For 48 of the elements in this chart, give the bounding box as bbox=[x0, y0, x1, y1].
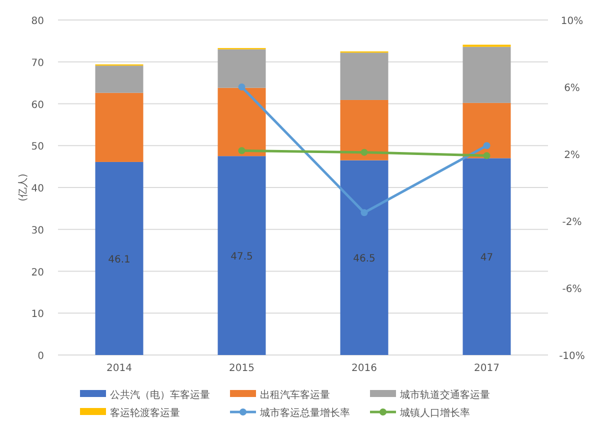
bar bbox=[340, 100, 388, 160]
bar bbox=[95, 66, 144, 93]
y2-tick-label: 10% bbox=[560, 16, 584, 27]
y2-tick-label: 6% bbox=[564, 83, 580, 94]
bar bbox=[462, 46, 511, 103]
bar bbox=[340, 160, 388, 355]
y-axis-title: (亿人) bbox=[18, 174, 29, 202]
data-label: 47 bbox=[480, 252, 494, 264]
x-tick-label: 2015 bbox=[229, 363, 254, 374]
bar bbox=[462, 102, 511, 158]
y-tick-label: 40 bbox=[31, 184, 44, 194]
x-tick-label: 2016 bbox=[352, 363, 377, 374]
point bbox=[360, 209, 368, 216]
y-tick-label: 20 bbox=[31, 267, 44, 278]
data-label: 47.5 bbox=[230, 252, 253, 263]
data-label: 46.1 bbox=[108, 254, 130, 266]
y2-tick-label: -10% bbox=[559, 351, 585, 362]
point bbox=[238, 147, 246, 154]
y-tick-label: 30 bbox=[31, 225, 44, 236]
bar bbox=[218, 156, 266, 355]
bar bbox=[95, 162, 144, 355]
y-tick-label: 80 bbox=[31, 16, 44, 27]
legend-label: 城镇人口增长率 bbox=[399, 407, 470, 419]
legend-label: 出租汽车客运量 bbox=[260, 389, 330, 401]
y-tick-label: 0 bbox=[38, 351, 44, 362]
x-tick-label: 2014 bbox=[106, 363, 132, 374]
y-tick-label: 60 bbox=[31, 100, 44, 111]
y2-tick-label: 2% bbox=[564, 150, 580, 161]
legend-label: 城市客运总量增长率 bbox=[259, 407, 350, 419]
y2-tick-label: -2% bbox=[562, 217, 582, 228]
point bbox=[483, 142, 490, 150]
legend-label: 公共汽（电）车客运量 bbox=[110, 389, 210, 401]
y2-tick-label: -6% bbox=[562, 284, 582, 295]
x-tick-label: 2017 bbox=[474, 363, 500, 374]
bar bbox=[218, 88, 266, 156]
point bbox=[483, 152, 490, 160]
bar bbox=[340, 52, 388, 100]
data-label: 46.5 bbox=[353, 254, 376, 265]
bar bbox=[218, 49, 266, 88]
legend-label: 城市轨道交通客运量 bbox=[399, 389, 490, 401]
y-tick-label: 10 bbox=[31, 309, 44, 320]
y-tick-label: 70 bbox=[31, 58, 44, 69]
point bbox=[238, 84, 246, 90]
bar bbox=[462, 158, 511, 355]
bar bbox=[95, 92, 144, 162]
y-tick-label: 50 bbox=[31, 142, 44, 153]
point bbox=[360, 148, 368, 156]
legend-label: 客运轮渡客运量 bbox=[110, 407, 180, 419]
